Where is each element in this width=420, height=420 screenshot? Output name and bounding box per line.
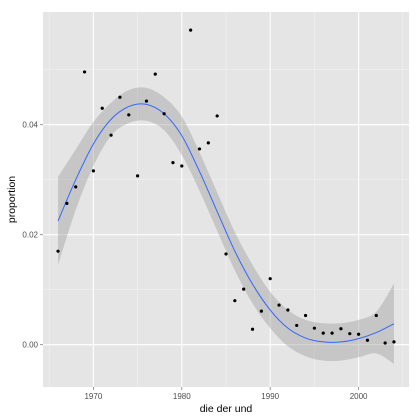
data-point: [259, 309, 263, 313]
data-point: [162, 112, 166, 116]
data-point: [82, 70, 87, 74]
y-tick-label: 0.00: [22, 341, 38, 350]
data-point: [392, 340, 396, 344]
confidence-band: [58, 87, 394, 364]
data-point: [74, 185, 78, 189]
data-point: [100, 106, 104, 110]
x-tick-label: 1970: [84, 392, 102, 401]
data-point: [312, 326, 317, 330]
data-point: [153, 72, 157, 76]
y-tick-label: 0.02: [22, 231, 38, 240]
data-point: [127, 113, 131, 117]
data-point: [109, 133, 113, 137]
data-point: [374, 313, 378, 318]
data-point: [224, 252, 228, 256]
data-point: [339, 327, 343, 331]
x-tick-label: 2000: [350, 392, 368, 401]
data-point: [197, 147, 202, 151]
data-point: [357, 332, 361, 336]
data-point: [383, 341, 387, 345]
data-point: [56, 249, 60, 253]
data-point: [189, 28, 193, 32]
x-axis-title: die der und: [200, 403, 253, 415]
data-point: [215, 114, 219, 118]
data-point: [233, 299, 237, 303]
y-axis: 0.00 0.02 0.04: [22, 121, 43, 350]
data-point: [348, 332, 352, 336]
data-point: [250, 327, 255, 331]
major-gridlines: [43, 12, 409, 387]
x-axis: 1970 1980 1990 2000: [84, 387, 368, 401]
data-point: [206, 141, 210, 145]
data-point: [91, 169, 95, 173]
y-tick-label: 0.04: [22, 121, 38, 130]
data-points: [56, 28, 396, 345]
data-point: [242, 287, 246, 291]
x-tick-label: 1990: [261, 392, 279, 401]
data-point: [171, 161, 175, 165]
data-point: [65, 201, 69, 205]
data-point: [118, 95, 122, 99]
y-axis-title: proportion: [6, 176, 18, 223]
data-point: [365, 338, 370, 342]
data-point: [135, 174, 140, 178]
data-point: [180, 164, 184, 168]
data-point: [303, 313, 308, 318]
data-point: [277, 303, 281, 307]
data-point: [286, 308, 290, 312]
data-point: [268, 277, 272, 281]
data-point: [321, 331, 325, 335]
x-tick-label: 1980: [173, 392, 191, 401]
smooth-line: [57, 103, 395, 343]
data-point: [295, 323, 299, 328]
minor-gridlines: [43, 12, 409, 387]
data-point: [144, 99, 149, 103]
data-point: [330, 331, 334, 335]
